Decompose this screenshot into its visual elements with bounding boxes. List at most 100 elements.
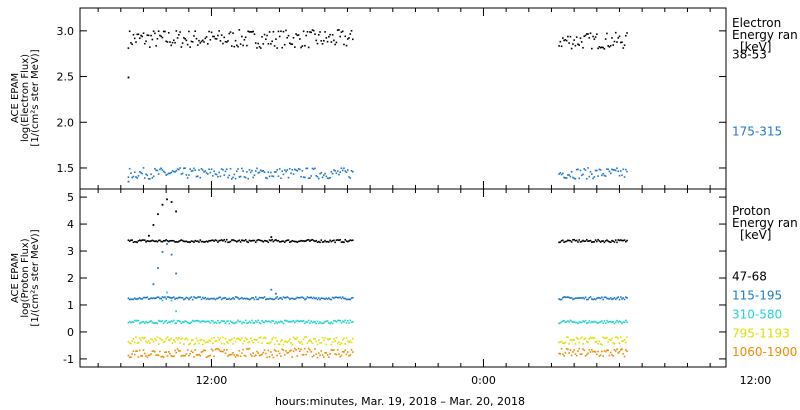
data-point	[136, 241, 139, 244]
data-point	[246, 322, 248, 325]
data-point	[194, 239, 197, 242]
data-point	[584, 319, 587, 322]
data-point	[339, 35, 341, 38]
data-point	[345, 321, 348, 324]
data-point	[198, 353, 200, 356]
data-point	[261, 320, 263, 322]
data-point	[287, 239, 290, 241]
data-point	[282, 240, 285, 243]
data-point	[305, 167, 307, 170]
data-point	[345, 353, 348, 356]
data-point	[280, 320, 282, 323]
data-point	[607, 349, 609, 352]
data-point	[181, 337, 184, 340]
data-point	[146, 321, 149, 324]
data-point	[569, 339, 572, 341]
data-point	[340, 31, 343, 33]
data-point	[343, 241, 345, 244]
data-point	[292, 36, 295, 39]
data-point	[218, 349, 220, 351]
data-point	[175, 272, 177, 275]
data-point	[165, 174, 168, 176]
data-point	[172, 39, 175, 42]
data-point	[602, 322, 604, 325]
data-point	[349, 33, 352, 35]
data-point	[171, 297, 174, 299]
data-point	[602, 240, 604, 242]
data-point	[161, 203, 164, 206]
data-point	[201, 39, 204, 42]
data-point	[613, 296, 616, 299]
data-point	[212, 342, 214, 345]
data-point	[232, 343, 234, 345]
data-point	[583, 349, 586, 352]
data-point	[253, 322, 256, 324]
data-point	[565, 240, 568, 243]
data-point	[277, 239, 280, 242]
data-point	[582, 348, 584, 350]
data-point	[190, 321, 193, 323]
data-point	[619, 336, 622, 339]
data-point	[127, 340, 130, 343]
data-point	[277, 30, 280, 33]
data-point	[141, 239, 144, 241]
data-point	[593, 298, 596, 300]
data-point	[152, 297, 155, 299]
data-point	[138, 239, 141, 242]
data-point	[622, 340, 625, 342]
data-point	[288, 167, 291, 170]
data-point	[225, 298, 228, 301]
data-point	[616, 348, 618, 350]
data-point	[165, 239, 168, 241]
data-point	[325, 37, 328, 39]
data-point	[164, 296, 166, 298]
data-point	[340, 342, 343, 344]
data-point	[272, 240, 275, 243]
data-point	[133, 341, 136, 344]
data-point	[175, 297, 178, 300]
proton-legend-subtitle: Energy ran	[732, 216, 798, 230]
data-point	[336, 319, 339, 322]
data-point	[195, 175, 198, 178]
data-point	[621, 41, 623, 43]
data-point	[189, 46, 191, 48]
data-point	[573, 39, 575, 41]
data-point	[228, 174, 231, 177]
data-point	[329, 177, 331, 179]
data-point	[251, 319, 253, 322]
data-point	[580, 353, 583, 355]
data-point	[280, 177, 282, 180]
data-point	[188, 354, 190, 357]
data-point	[164, 30, 166, 33]
data-point	[262, 351, 265, 354]
data-point	[352, 38, 354, 41]
data-point	[142, 239, 145, 241]
data-point	[592, 177, 594, 180]
data-point	[164, 240, 166, 242]
data-point	[612, 342, 615, 344]
data-point	[602, 336, 604, 339]
data-point	[622, 47, 625, 49]
data-point	[281, 46, 284, 49]
data-point	[340, 297, 343, 300]
data-point	[592, 350, 594, 353]
data-point	[218, 296, 220, 299]
data-point	[215, 322, 218, 324]
data-point	[320, 322, 323, 325]
data-point	[265, 298, 267, 301]
data-point	[346, 240, 349, 243]
data-point	[150, 338, 152, 340]
data-point	[263, 349, 266, 351]
data-point	[246, 240, 248, 243]
data-point	[614, 31, 617, 34]
data-point	[288, 241, 291, 243]
data-point	[142, 321, 145, 323]
data-point	[287, 296, 290, 299]
data-point	[301, 320, 304, 323]
data-point	[296, 34, 299, 37]
data-point	[345, 298, 348, 301]
data-point	[143, 177, 146, 179]
data-point	[161, 36, 164, 39]
data-point	[329, 239, 331, 242]
data-point	[596, 169, 598, 172]
